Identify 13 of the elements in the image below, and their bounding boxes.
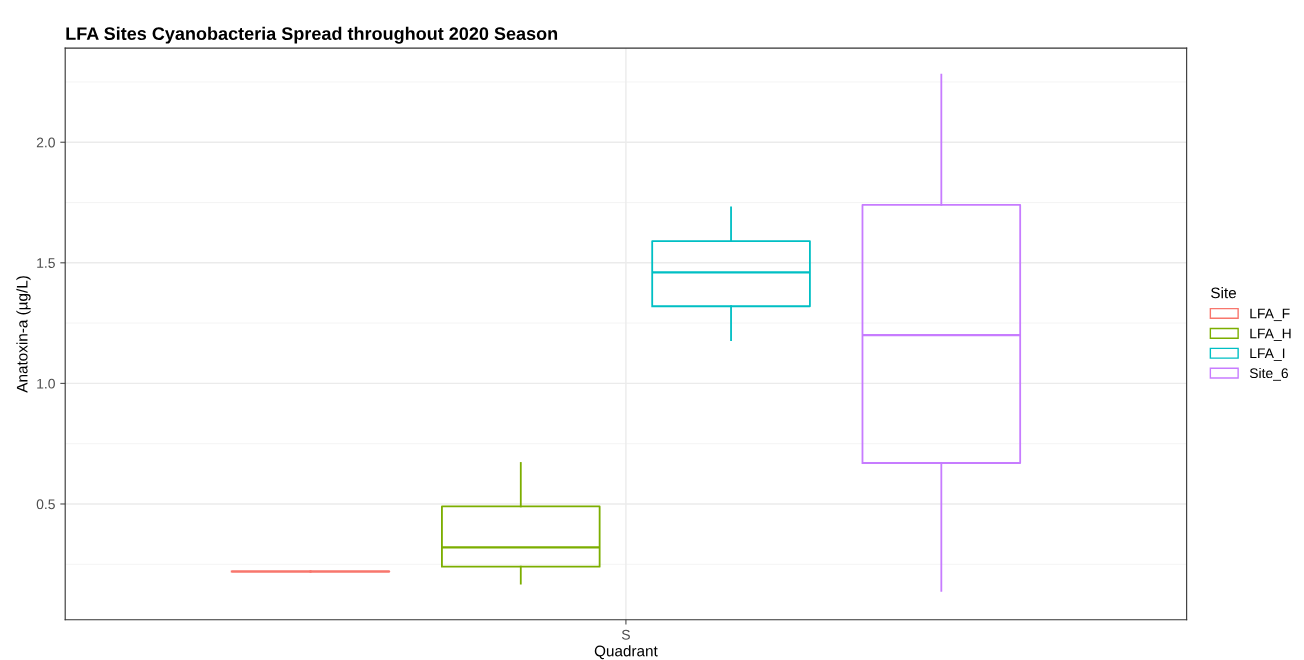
x-tick-label: S <box>621 629 630 640</box>
y-tick-label: 1.0 <box>37 378 55 389</box>
y-tick-label: 1.5 <box>37 258 55 268</box>
legend-label: LFA_F <box>1250 308 1290 322</box>
legend-label: Site_6 <box>1249 367 1289 381</box>
y-axis-title: Anatoxin-a (µg/L) <box>16 276 31 393</box>
legend-label: LFA_H <box>1250 328 1291 341</box>
y-tick-label: 0.5 <box>36 499 55 510</box>
chart-title: LFA Sites Cyanobacteria Spread throughout 2020 Season <box>66 26 558 44</box>
x-axis-title: Quadrant <box>594 645 658 660</box>
y-tick-label: 2.0 <box>36 137 55 148</box>
legend-title: Site <box>1211 287 1236 299</box>
legend-label: LFA_I <box>1250 348 1285 361</box>
